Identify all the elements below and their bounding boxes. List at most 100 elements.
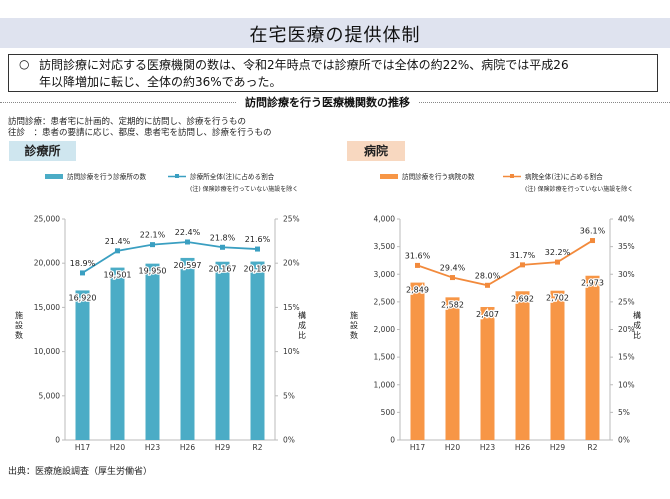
clinic-y-tick-label: 5,000 <box>39 391 61 400</box>
clinic-bar-value-label: 20,187 <box>244 265 272 274</box>
source-note: 出典：医療施設調査（厚生労働省） <box>8 467 153 477</box>
clinic-legend-bar-label: 訪問診療を行う診療所の数 <box>67 172 147 181</box>
clinic-ratio-point <box>150 242 155 248</box>
clinic-x-tick-label: H29 <box>215 443 230 452</box>
hospital-bar <box>585 275 600 440</box>
clinic-bar <box>250 261 265 440</box>
clinic-ratio-label: 18.9% <box>70 259 96 268</box>
clinic-y2-tick-label: 15% <box>283 303 300 312</box>
clinic-ratio-point <box>115 248 120 254</box>
hospital-y-tick-label: 0 <box>390 436 395 445</box>
hospital-y2-tick-label: 5% <box>618 408 630 417</box>
summary-line-1: 訪問診療に対応する医療機関の数は、令和2年時点では診療所では全体の約22%、病院… <box>39 58 569 72</box>
hospital-bar-value-label: 2,582 <box>441 300 464 309</box>
hospital-y2-tick-label: 35% <box>618 242 635 251</box>
clinic-y2-tick-label: 5% <box>283 391 295 400</box>
clinic-y-axis-title: 施設数 <box>15 310 23 340</box>
definition-houmon: 訪問診療：患者宅に計画的、定期的に訪問し、診療を行うもの <box>8 117 247 127</box>
hospital-bar <box>550 290 565 440</box>
hospital-bar <box>410 282 425 440</box>
hospital-ratio-point <box>520 262 525 268</box>
clinic-y-tick-label: 15,000 <box>34 303 60 312</box>
hospital-legend-bar-label: 訪問診療を行う病院の数 <box>402 172 475 181</box>
clinic-ratio-point <box>185 239 190 245</box>
hospital-y-tick-label: 2,000 <box>374 325 396 334</box>
clinic-y2-tick-label: 0% <box>283 436 295 445</box>
clinic-bar <box>215 261 230 440</box>
summary-box: ○ 訪問診療に対応する医療機関の数は、令和2年時点では診療所では全体の約22%、… <box>8 54 658 92</box>
hospital-y2-tick-label: 20% <box>618 325 635 334</box>
clinic-y2-tick-label: 25% <box>283 215 300 224</box>
clinic-bar <box>75 290 90 440</box>
hospital-legend-line-marker <box>510 174 514 178</box>
hospital-y2-tick-label: 15% <box>618 353 635 362</box>
page-title: 在宅医療の提供体制 <box>249 25 421 46</box>
hospital-y2-tick-label: 30% <box>618 270 635 279</box>
hospital-bar <box>515 291 530 440</box>
clinic-bar <box>145 263 160 440</box>
clinic-x-tick-label: R2 <box>253 443 263 452</box>
hospital-ratio-point <box>485 282 490 288</box>
hospital-ratio-label: 28.0% <box>475 271 501 280</box>
hospital-y2-tick-label: 10% <box>618 380 635 389</box>
clinic-x-tick-label: H23 <box>145 443 160 452</box>
clinic-bar-value-label: 19,950 <box>139 267 167 276</box>
clinic-bar <box>180 257 195 440</box>
hospital-x-tick-label: H20 <box>445 443 460 452</box>
hospital-ratio-point <box>590 238 595 244</box>
title-band: 在宅医療の提供体制 <box>0 18 670 48</box>
hospital-y-tick-label: 4,000 <box>374 215 396 224</box>
clinic-ratio-label: 21.6% <box>245 235 271 244</box>
hospital-bar <box>480 307 495 440</box>
hospital-x-tick-label: H17 <box>410 443 425 452</box>
clinic-ratio-line <box>82 241 258 274</box>
hospital-ratio-point <box>450 275 455 281</box>
hospital-bar-value-label: 2,702 <box>546 294 569 303</box>
hospital-x-tick-label: H23 <box>480 443 495 452</box>
hospital-ratio-label: 32.2% <box>545 248 571 257</box>
clinic-x-tick-label: H17 <box>75 443 90 452</box>
clinic-y2-axis-title: 構成比 <box>298 310 306 340</box>
hospital-ratio-label: 31.7% <box>510 251 536 260</box>
clinic-bar-value-label: 16,920 <box>69 293 97 302</box>
section-title: 訪問診療を行う医療機関数の推移 <box>237 94 418 110</box>
clinic-legend-note: (注) 保険診療を行っていない施設を除く <box>190 185 298 193</box>
hospital-legend-note: (注) 保険診療を行っていない施設を除く <box>525 185 633 193</box>
clinic-ratio-label: 21.8% <box>210 233 236 242</box>
hospital-y-tick-label: 1,500 <box>374 353 396 362</box>
hospital-bar-value-label: 2,973 <box>581 279 604 288</box>
hospital-y-axis-title: 施設数 <box>350 310 358 340</box>
clinic-legend-line-label: 診療所全体(注)に占める割合 <box>190 172 275 181</box>
summary-line-2: 年以降増加に転じ、全体の約36%であった。 <box>39 75 282 89</box>
hospital-y2-tick-label: 40% <box>618 215 635 224</box>
clinic-legend-line-marker <box>175 174 179 178</box>
clinic-legend-bar-swatch <box>45 174 63 179</box>
hospital-bar-value-label: 2,407 <box>476 310 499 319</box>
clinic-tag: 診療所 <box>9 141 76 161</box>
hospital-ratio-label: 36.1% <box>580 227 606 236</box>
hospital-legend-line-label: 病院全体(注)に占める割合 <box>525 172 603 181</box>
clinic-y-tick-label: 10,000 <box>34 347 60 356</box>
hospital-ratio-point <box>555 259 560 265</box>
hospital-y2-axis-title: 構成比 <box>633 310 641 340</box>
clinic-y2-tick-label: 20% <box>283 259 300 268</box>
hospital-x-tick-label: R2 <box>588 443 598 452</box>
hospital-y2-tick-label: 25% <box>618 297 635 306</box>
clinic-chart: 訪問診療を行う診療所の数 診療所全体(注)に占める割合 (注) 保険診療を行っていな… <box>15 172 306 452</box>
hospital-y-tick-label: 2,500 <box>374 297 396 306</box>
hospital-bar-value-label: 2,692 <box>511 294 534 303</box>
clinic-ratio-label: 21.4% <box>105 237 131 246</box>
hospital-ratio-point <box>415 262 420 268</box>
clinic-y2-tick-label: 10% <box>283 347 300 356</box>
hospital-bar-value-label: 2,849 <box>406 286 429 295</box>
hospital-y-tick-label: 3,000 <box>374 270 396 279</box>
clinic-ratio-label: 22.1% <box>140 231 166 240</box>
hospital-legend-bar-swatch <box>380 174 398 179</box>
hospital-y2-tick-label: 0% <box>618 436 630 445</box>
hospital-ratio-line <box>417 239 593 287</box>
clinic-y-tick-label: 20,000 <box>34 259 60 268</box>
clinic-x-tick-label: H26 <box>180 443 195 452</box>
hospital-bar <box>445 297 460 440</box>
hospital-ratio-label: 29.4% <box>440 264 466 273</box>
definition-oushin: 往診 ：患者の要請に応じ、都度、患者宅を訪問し、診療を行うもの <box>8 128 272 138</box>
